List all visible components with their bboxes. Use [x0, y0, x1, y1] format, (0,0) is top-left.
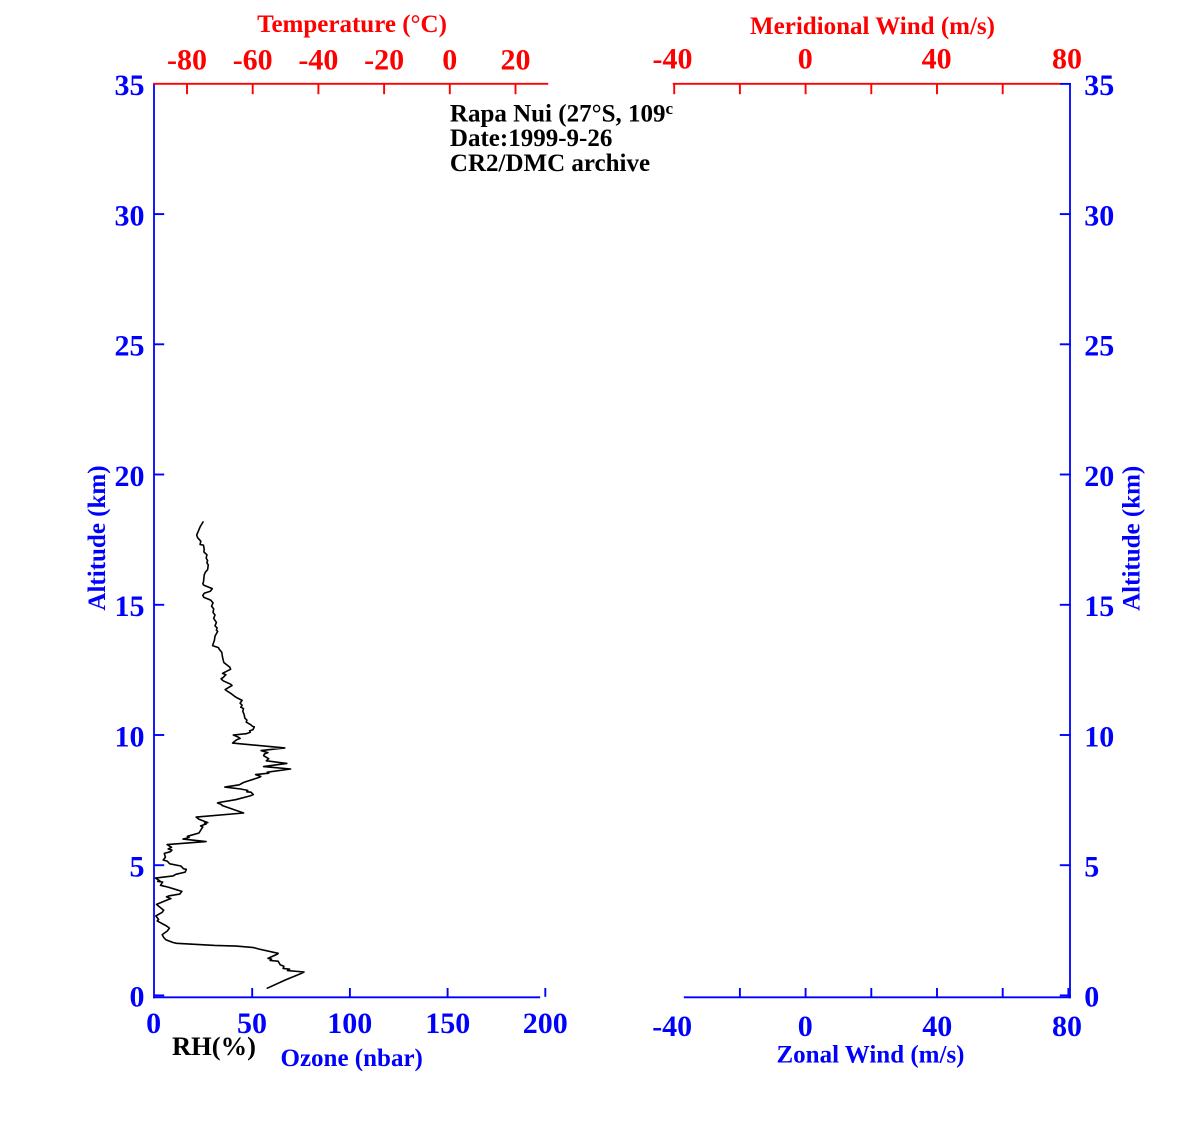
svg-text:25: 25 [1084, 330, 1114, 363]
svg-text:30: 30 [1084, 199, 1114, 232]
svg-text:Meridional Wind (m/s): Meridional Wind (m/s) [750, 13, 995, 40]
svg-text:0: 0 [146, 1007, 161, 1040]
svg-text:10: 10 [115, 720, 145, 753]
svg-text:Ozone (nbar): Ozone (nbar) [281, 1045, 423, 1072]
svg-text:20: 20 [1084, 460, 1114, 493]
svg-text:0: 0 [798, 1010, 813, 1043]
svg-text:40: 40 [922, 1010, 952, 1043]
svg-text:0: 0 [130, 981, 145, 1014]
svg-text:Date:1999-9-26: Date:1999-9-26 [450, 125, 612, 152]
svg-text:-60: -60 [233, 44, 273, 77]
svg-text:-20: -20 [364, 44, 404, 77]
svg-text:CR2/DMC archive: CR2/DMC archive [450, 150, 650, 177]
svg-text:Temperature (°C): Temperature (°C) [257, 11, 447, 38]
svg-text:Zonal Wind (m/s): Zonal Wind (m/s) [776, 1041, 964, 1068]
svg-text:Rapa Nui (27°S, 109c: Rapa Nui (27°S, 109c [450, 99, 674, 128]
svg-text:20: 20 [115, 460, 145, 493]
svg-text:100: 100 [327, 1007, 372, 1040]
svg-text:30: 30 [115, 199, 145, 232]
svg-text:Altitude (km): Altitude (km) [1119, 466, 1146, 611]
svg-text:15: 15 [115, 590, 145, 623]
svg-text:5: 5 [1084, 851, 1099, 884]
svg-text:50: 50 [237, 1007, 267, 1040]
svg-text:80: 80 [1052, 43, 1082, 76]
svg-text:0: 0 [442, 44, 457, 77]
svg-text:15: 15 [1084, 590, 1114, 623]
svg-text:0: 0 [1084, 981, 1099, 1014]
svg-text:-40: -40 [652, 1010, 692, 1043]
svg-text:0: 0 [798, 43, 813, 76]
svg-text:150: 150 [425, 1007, 470, 1040]
svg-text:-80: -80 [167, 44, 207, 77]
svg-text:Altitude (km): Altitude (km) [84, 465, 111, 610]
svg-text:35: 35 [1084, 69, 1114, 102]
svg-text:200: 200 [523, 1007, 568, 1040]
svg-text:-40: -40 [298, 44, 338, 77]
svg-text:25: 25 [115, 330, 145, 363]
svg-text:-40: -40 [653, 43, 693, 76]
svg-text:80: 80 [1052, 1010, 1082, 1043]
svg-text:40: 40 [922, 43, 952, 76]
svg-text:35: 35 [115, 69, 145, 102]
svg-text:5: 5 [130, 851, 145, 884]
svg-text:RH(%): RH(%) [172, 1031, 256, 1061]
svg-text:20: 20 [501, 44, 531, 77]
svg-text:10: 10 [1084, 720, 1114, 753]
